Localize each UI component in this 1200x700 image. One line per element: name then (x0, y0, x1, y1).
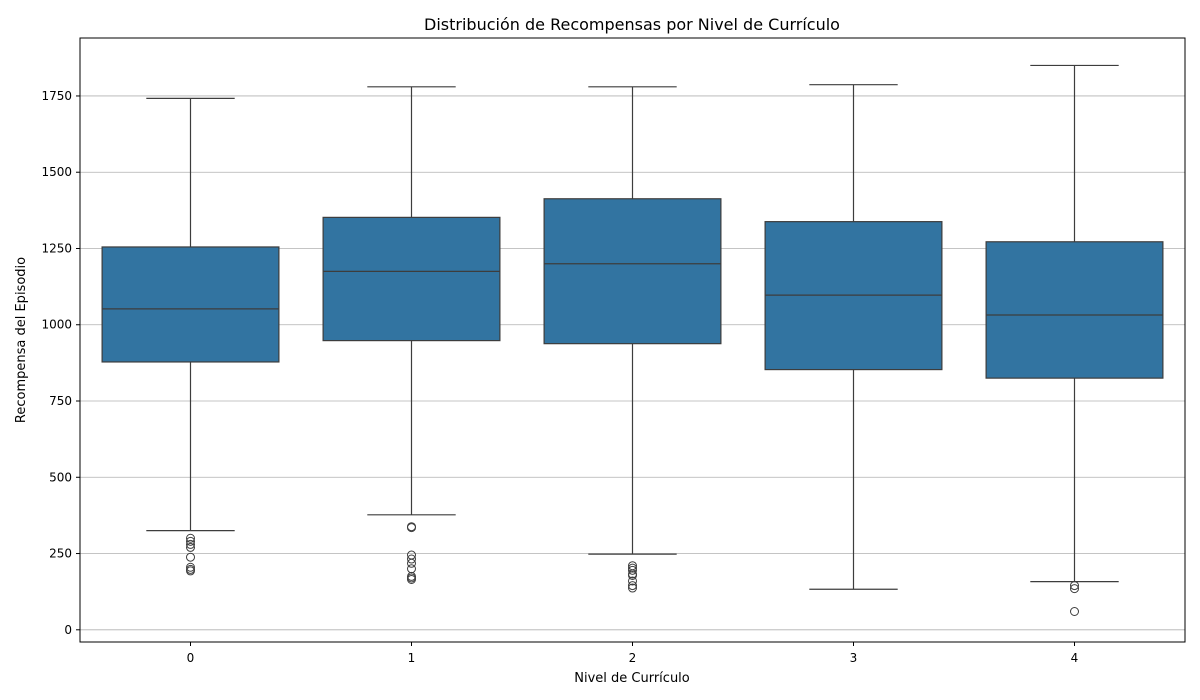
box-group-3 (764, 84, 943, 590)
outlier-point (186, 536, 195, 546)
outlier-point (186, 542, 195, 552)
box-group-2 (543, 86, 722, 593)
y-tick-label: 1250 (41, 241, 72, 255)
outlier-point (628, 563, 637, 573)
y-tick-label: 500 (49, 470, 72, 484)
y-axis-ticks: 0 250 500 750 1000 1250 1500 1750 (41, 89, 80, 637)
box-group-4 (985, 64, 1164, 616)
outlier-point (186, 566, 195, 576)
outlier-point (186, 552, 195, 562)
y-tick-label: 0 (64, 623, 72, 637)
box-iqr (101, 246, 280, 363)
y-axis-label: Recompensa del Episodio (14, 257, 29, 423)
x-tick-label: 4 (1071, 651, 1079, 665)
x-tick-label: 2 (629, 651, 637, 665)
box-iqr (985, 241, 1164, 379)
box-iqr (322, 216, 501, 342)
outlier-point (186, 533, 195, 543)
outlier-point (186, 539, 195, 549)
x-axis-label: Nivel de Currículo (574, 671, 690, 686)
y-tick-label: 1750 (41, 89, 72, 103)
outlier-point (1070, 581, 1079, 591)
outlier-point (1070, 606, 1079, 616)
box-group-1 (322, 86, 501, 584)
outlier-point (1070, 584, 1079, 594)
y-tick-label: 250 (49, 547, 72, 561)
box-series (101, 64, 1164, 616)
outlier-point (407, 574, 416, 584)
outlier-point (407, 554, 416, 564)
outlier-point (628, 581, 637, 591)
outlier-point (186, 562, 195, 572)
box-group-0 (101, 97, 280, 576)
outlier-point (628, 583, 637, 593)
x-axis-ticks: 0 1 2 3 4 (187, 642, 1079, 665)
x-tick-label: 3 (850, 651, 858, 665)
y-tick-label: 1000 (41, 318, 72, 332)
outlier-point (628, 576, 637, 586)
x-tick-label: 1 (408, 651, 416, 665)
y-tick-label: 750 (49, 394, 72, 408)
box-iqr (543, 198, 722, 345)
outlier-point (407, 523, 416, 533)
outlier-point (628, 570, 637, 580)
chart-title: Distribución de Recompensas por Nivel de… (424, 15, 840, 34)
outlier-point (407, 558, 416, 568)
outlier-point (628, 565, 637, 575)
x-tick-label: 0 (187, 651, 195, 665)
y-tick-label: 1500 (41, 165, 72, 179)
